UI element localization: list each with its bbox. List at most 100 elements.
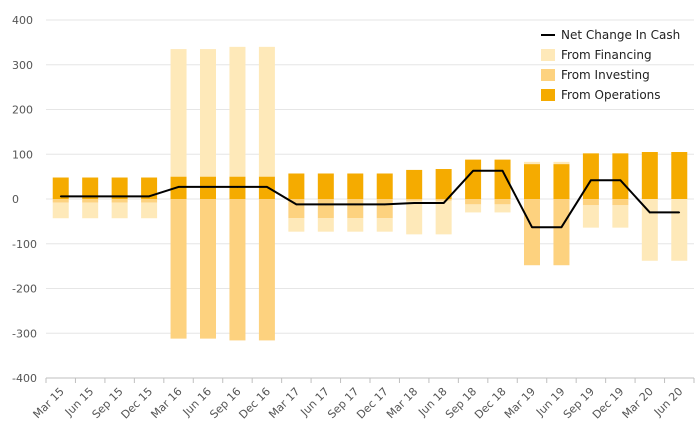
x-tick-label: Mar 18 xyxy=(384,385,420,421)
x-tick-label: Mar 16 xyxy=(148,385,184,421)
net-change-point xyxy=(119,196,121,198)
y-tick-label: -100 xyxy=(12,238,37,251)
x-tick-label: Dec 17 xyxy=(354,385,391,422)
x-tick-label: Dec 18 xyxy=(472,385,509,422)
bar-from-operations xyxy=(583,153,599,199)
bar-from-financing xyxy=(524,162,540,164)
bar-from-operations xyxy=(671,152,687,199)
x-tick-label: Dec 15 xyxy=(119,385,156,422)
x-tick-label: Sep 16 xyxy=(207,385,243,421)
net-change-point xyxy=(472,170,474,172)
bar-from-financing xyxy=(436,201,452,235)
bar-from-investing xyxy=(495,199,511,204)
bar-from-operations xyxy=(465,160,481,199)
net-change-point xyxy=(237,186,239,188)
x-tick-label: Sep 19 xyxy=(561,385,597,421)
y-tick-label: -200 xyxy=(12,283,37,296)
bar-from-investing xyxy=(524,199,540,265)
bar-from-operations xyxy=(612,153,628,199)
bar-from-operations xyxy=(642,152,658,199)
net-change-point xyxy=(384,204,386,206)
net-change-point xyxy=(531,226,533,228)
bar-from-operations xyxy=(436,169,452,199)
bar-from-operations xyxy=(495,160,511,199)
y-tick-label: -300 xyxy=(12,327,37,340)
bar-from-financing xyxy=(318,218,334,231)
bar-from-investing xyxy=(259,199,275,340)
bar-from-financing xyxy=(465,204,481,212)
net-change-point xyxy=(443,202,445,204)
bar-from-investing xyxy=(583,199,599,205)
bar-from-financing xyxy=(612,205,628,227)
bar-from-financing xyxy=(82,203,98,219)
x-axis xyxy=(46,378,694,383)
x-tick-label: Mar 20 xyxy=(620,385,656,421)
net-change-point xyxy=(148,196,150,198)
net-change-point xyxy=(561,226,563,228)
x-tick-label: Mar 19 xyxy=(502,385,538,421)
bar-from-investing xyxy=(377,199,393,218)
bar-from-financing xyxy=(200,49,216,177)
bar-from-investing xyxy=(436,199,452,201)
x-tick-label: Dec 19 xyxy=(590,385,627,422)
x-tick-label: Dec 16 xyxy=(236,385,273,422)
legend-swatch-from-operations xyxy=(541,89,555,101)
net-change-point xyxy=(89,196,91,198)
x-tick-label: Sep 18 xyxy=(443,385,479,421)
net-change-point xyxy=(207,186,209,188)
bar-from-operations xyxy=(553,164,569,199)
net-change-point xyxy=(413,202,415,204)
x-tick-label: Sep 15 xyxy=(90,385,126,421)
bar-from-investing xyxy=(553,199,569,265)
bar-from-investing xyxy=(82,199,98,203)
bar-from-operations xyxy=(288,173,304,199)
bar-from-financing xyxy=(171,49,187,177)
y-tick-label: 100 xyxy=(12,148,33,161)
net-change-point xyxy=(325,204,327,206)
bar-from-investing xyxy=(465,199,481,204)
legend-swatch-from-financing xyxy=(541,49,555,61)
bar-from-financing xyxy=(377,218,393,231)
bar-from-operations xyxy=(318,173,334,199)
bar-from-financing xyxy=(229,47,245,177)
legend-label-from-financing: From Financing xyxy=(561,48,652,62)
bar-from-financing xyxy=(642,199,658,261)
net-change-point xyxy=(296,204,298,206)
net-change-point xyxy=(620,179,622,181)
x-tick-label: Mar 17 xyxy=(266,385,302,421)
bar-from-operations xyxy=(347,173,363,199)
y-tick-label: -400 xyxy=(12,372,37,385)
legend-swatch-from-investing xyxy=(541,69,555,81)
bar-from-financing xyxy=(112,203,128,219)
y-tick-label: 300 xyxy=(12,59,33,72)
legend-label-from-investing: From Investing xyxy=(561,68,650,82)
bar-from-financing xyxy=(583,205,599,227)
bar-from-financing xyxy=(406,201,422,235)
bar-from-investing xyxy=(406,199,422,201)
bar-from-investing xyxy=(112,199,128,203)
net-change-point xyxy=(678,212,680,214)
x-tick-label: Mar 15 xyxy=(31,385,67,421)
net-change-point xyxy=(590,179,592,181)
net-change-point xyxy=(178,186,180,188)
y-tick-label: 200 xyxy=(12,104,33,117)
bar-from-financing xyxy=(53,203,69,219)
bar-from-financing xyxy=(553,162,569,164)
bar-from-operations xyxy=(377,173,393,199)
net-change-point xyxy=(649,212,651,214)
bar-from-financing xyxy=(288,218,304,231)
bar-from-investing xyxy=(171,199,187,339)
bar-from-financing xyxy=(671,199,687,261)
bar-from-operations xyxy=(406,170,422,199)
net-change-point xyxy=(266,186,268,188)
bar-from-investing xyxy=(53,199,69,203)
y-axis-ticks: -400 -300 -200 -100 0 100 200 300 400 xyxy=(12,14,37,385)
bar-from-operations xyxy=(524,164,540,199)
bar-from-investing xyxy=(318,199,334,218)
legend-label-from-operations: From Operations xyxy=(561,88,661,102)
bar-from-investing xyxy=(347,199,363,218)
bar-from-investing xyxy=(200,199,216,339)
net-change-point xyxy=(354,204,356,206)
